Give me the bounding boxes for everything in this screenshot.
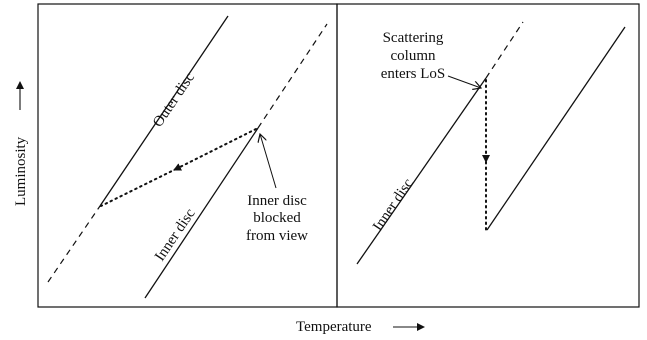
transition-dotted-arrow: [173, 128, 257, 171]
scattering-annotation-line1: Scattering: [383, 30, 444, 46]
upper-track-line: [356, 77, 487, 265]
outer-disc-line: [99, 15, 229, 207]
blocked-annotation-arrow: [260, 134, 277, 189]
left-panel-frame: [37, 3, 338, 308]
inner-disc-label-right: Inner disc: [370, 176, 417, 235]
scattering-annotation-line3: enters LoS: [381, 66, 446, 82]
blocked-annotation-line1: Inner disc: [247, 193, 307, 209]
x-axis-label: Temperature: [296, 319, 372, 335]
blocked-annotation-line2: blocked: [253, 210, 301, 226]
scattering-annotation-line2: column: [391, 48, 436, 64]
outer-disc-label: Outer disc: [150, 70, 198, 131]
blocked-annotation-line3: from view: [246, 228, 308, 244]
lower-track-line: [486, 26, 626, 231]
inner-disc-line: [144, 127, 259, 299]
upper-track-dashed: [485, 21, 524, 79]
y-axis-label: Luminosity: [13, 136, 29, 206]
right-panel-frame: [336, 3, 640, 308]
scattering-annotation-arrow: [447, 75, 481, 88]
inner-disc-label-left: Inner disc: [152, 206, 199, 265]
outer-disc-dashed-track: [47, 205, 101, 283]
inner-disc-dashed-track: [257, 23, 328, 129]
